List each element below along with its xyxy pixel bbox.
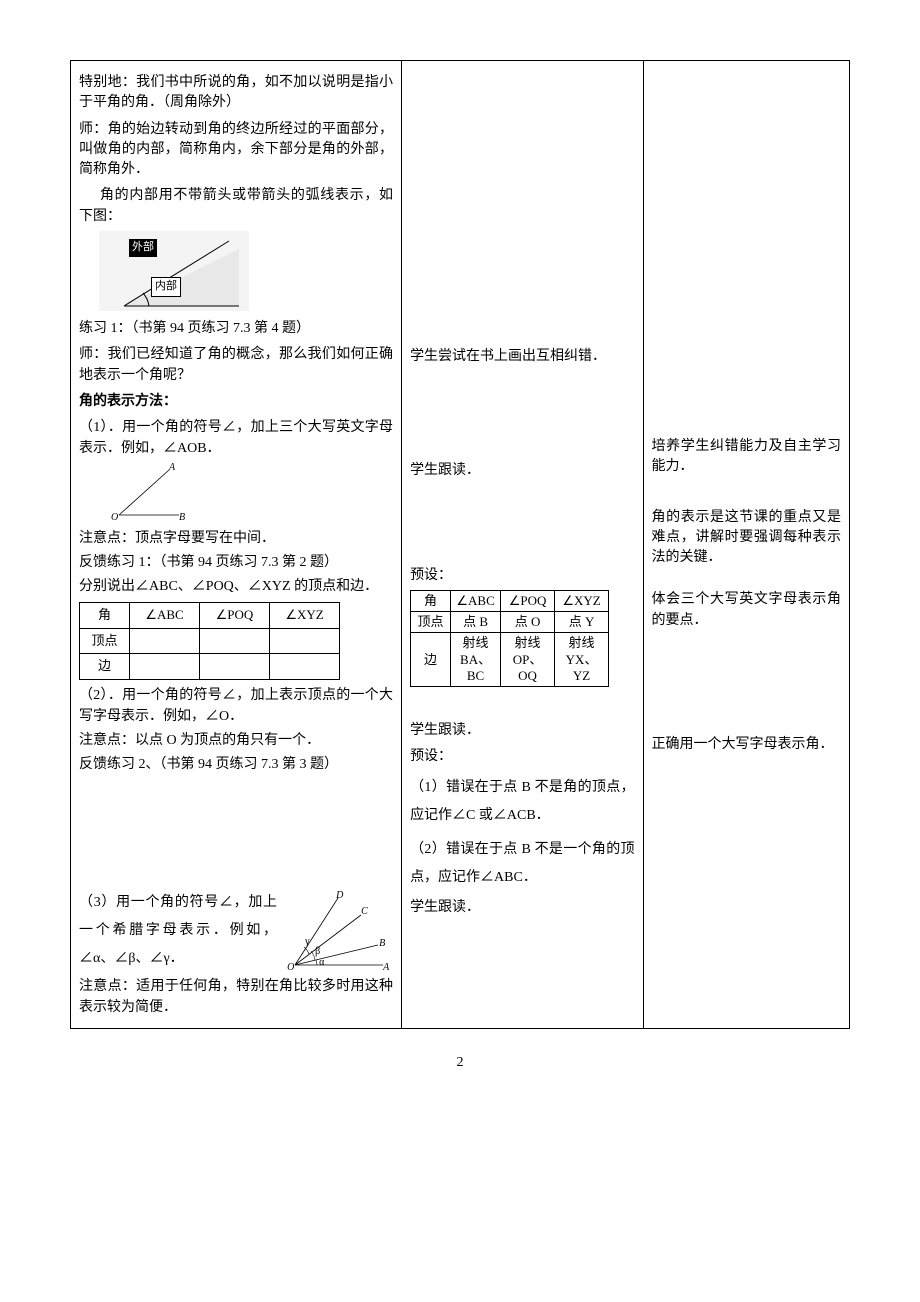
preset-label: 预设：: [410, 566, 634, 586]
spacer: [410, 693, 634, 721]
method-2: （2）．用一个角的符号∠，加上表示顶点的一个大写字母表示．例如，∠O．: [79, 686, 393, 727]
t2-r2c1: 射线BA、BC: [451, 633, 501, 687]
rationale-3: 体会三个大写英文字母表示角的要点．: [652, 590, 841, 631]
lesson-plan-table: 特别地：我们书中所说的角，如不加以说明是指小于平角的角．（周角除外） 师：角的始…: [70, 60, 850, 1029]
label-exterior: 外部: [129, 239, 157, 257]
g-beta: β: [315, 945, 320, 960]
student-activity-cell: 学生尝试在书上画出互相纠错． 学生跟读． 预设： 角 ∠ABC ∠POQ ∠XY…: [402, 61, 643, 1029]
spacer: [410, 371, 634, 461]
spacer: [410, 67, 634, 347]
t1-h2: ∠POQ: [200, 602, 270, 628]
t1-r1c1: [130, 628, 200, 654]
t2-r2c3: 射线 YX、YZ: [555, 633, 609, 687]
spacer: [652, 67, 841, 437]
g-B: B: [379, 937, 385, 952]
blank-angle-table: 角 ∠ABC ∠POQ ∠XYZ 顶点 边: [79, 602, 340, 681]
feedback-ex-1: 反馈练习 1：（书第 94 页练习 7.3 第 2 题）: [79, 553, 393, 573]
page-number: 2: [70, 1053, 850, 1073]
t2-h2: ∠POQ: [501, 590, 555, 611]
teacher-speech-2: 师：我们已经知道了角的概念，那么我们如何正确地表示一个角呢？: [79, 345, 393, 386]
angle-aob-diagram: O A B: [109, 465, 209, 525]
student-read-3: 学生跟读．: [410, 898, 634, 918]
spacer: [410, 486, 634, 566]
student-read-2: 学生跟读．: [410, 721, 634, 741]
t1-r2c0: 边: [80, 654, 130, 680]
document-page: 特别地：我们书中所说的角，如不加以说明是指小于平角的角．（周角除外） 师：角的始…: [0, 0, 920, 1302]
angle-svg: [99, 231, 249, 311]
rationale-4: 正确用一个大写字母表示角．: [652, 735, 841, 755]
note-3: 注意点：适用于任何角，特别在角比较多时用这种表示较为简便．: [79, 977, 393, 1018]
t2-h1: ∠ABC: [451, 590, 501, 611]
design-intent-cell: 培养学生纠错能力及自主学习能力． 角的表示是这节课的重点又是难点，讲解时要强调每…: [643, 61, 849, 1029]
answer-angle-table: 角 ∠ABC ∠POQ ∠XYZ 顶点 点 B 点 O 点 Y 边: [410, 590, 609, 687]
pt-A: A: [169, 461, 175, 476]
error-1: （1）错误在于点 B 不是角的顶点，应记作∠C 或∠ACB．: [410, 774, 634, 830]
teacher-speech-1b: 角的内部用不带箭头或带箭头的弧线表示，如下图：: [79, 186, 393, 227]
note-2: 注意点：以点 O 为顶点的角只有一个．: [79, 731, 393, 751]
t1-r1c0: 顶点: [80, 628, 130, 654]
angle-interior-diagram: 外部 内部: [99, 231, 249, 311]
student-attempt: 学生尝试在书上画出互相纠错．: [410, 347, 634, 367]
feedback-ex-1b: 分别说出∠ABC、∠POQ、∠XYZ 的顶点和边．: [79, 577, 393, 597]
error-2: （2）错误在于点 B 不是一个角的顶点，应记作∠ABC．: [410, 836, 634, 892]
preset-label-2: 预设：: [410, 747, 634, 767]
g-D: D: [336, 889, 343, 904]
t1-h3: ∠XYZ: [270, 602, 340, 628]
spacer: [79, 779, 393, 889]
t2-h0: 角: [411, 590, 451, 611]
t1-h1: ∠ABC: [130, 602, 200, 628]
rationale-1: 培养学生纠错能力及自主学习能力．: [652, 437, 841, 478]
t2-r1c2: 点 O: [501, 612, 555, 633]
method-1: （1）．用一个角的符号∠，加上三个大写英文字母表示．例如，∠AOB．: [79, 418, 393, 459]
student-read-1: 学生跟读．: [410, 461, 634, 481]
t1-r2c3: [270, 654, 340, 680]
label-interior: 内部: [151, 277, 181, 297]
t2-r1c1: 点 B: [451, 612, 501, 633]
pt-O: O: [111, 511, 118, 526]
t2-r1c3: 点 Y: [555, 612, 609, 633]
note-1: 注意点：顶点字母要写在中间．: [79, 529, 393, 549]
teacher-activity-cell: 特别地：我们书中所说的角，如不加以说明是指小于平角的角．（周角除外） 师：角的始…: [71, 61, 402, 1029]
method-3-block: O A B C D α β γ （3）用一个角的符号∠，加上一个希腊字母表示．例…: [79, 889, 393, 977]
t1-h0: 角: [80, 602, 130, 628]
g-gamma: γ: [305, 935, 309, 950]
t2-h3: ∠XYZ: [555, 590, 609, 611]
greek-angle-diagram: O A B C D α β γ: [283, 893, 393, 973]
note-special: 特别地：我们书中所说的角，如不加以说明是指小于平角的角．（周角除外）: [79, 73, 393, 114]
t1-r2c1: [130, 654, 200, 680]
heading-methods: 角的表示方法：: [79, 392, 393, 412]
t1-r2c2: [200, 654, 270, 680]
t2-r2c2: 射线 OP、OQ: [501, 633, 555, 687]
spacer: [652, 572, 841, 590]
t1-r1c2: [200, 628, 270, 654]
t2-r2c0: 边: [411, 633, 451, 687]
t1-r1c3: [270, 628, 340, 654]
feedback-ex-2: 反馈练习 2、（书第 94 页练习 7.3 第 3 题）: [79, 755, 393, 775]
exercise-1: 练习 1：（书第 94 页练习 7.3 第 4 题）: [79, 319, 393, 339]
spacer: [652, 635, 841, 735]
g-C: C: [361, 905, 368, 920]
g-A: A: [383, 961, 389, 976]
t2-r1c0: 顶点: [411, 612, 451, 633]
teacher-speech-1: 师：角的始边转动到角的终边所经过的平面部分，叫做角的内部，简称角内，余下部分是角…: [79, 120, 393, 181]
spacer: [652, 482, 841, 508]
pt-B: B: [179, 511, 185, 526]
g-O: O: [287, 961, 294, 976]
rationale-2: 角的表示是这节课的重点又是难点，讲解时要强调每种表示法的关键．: [652, 508, 841, 569]
